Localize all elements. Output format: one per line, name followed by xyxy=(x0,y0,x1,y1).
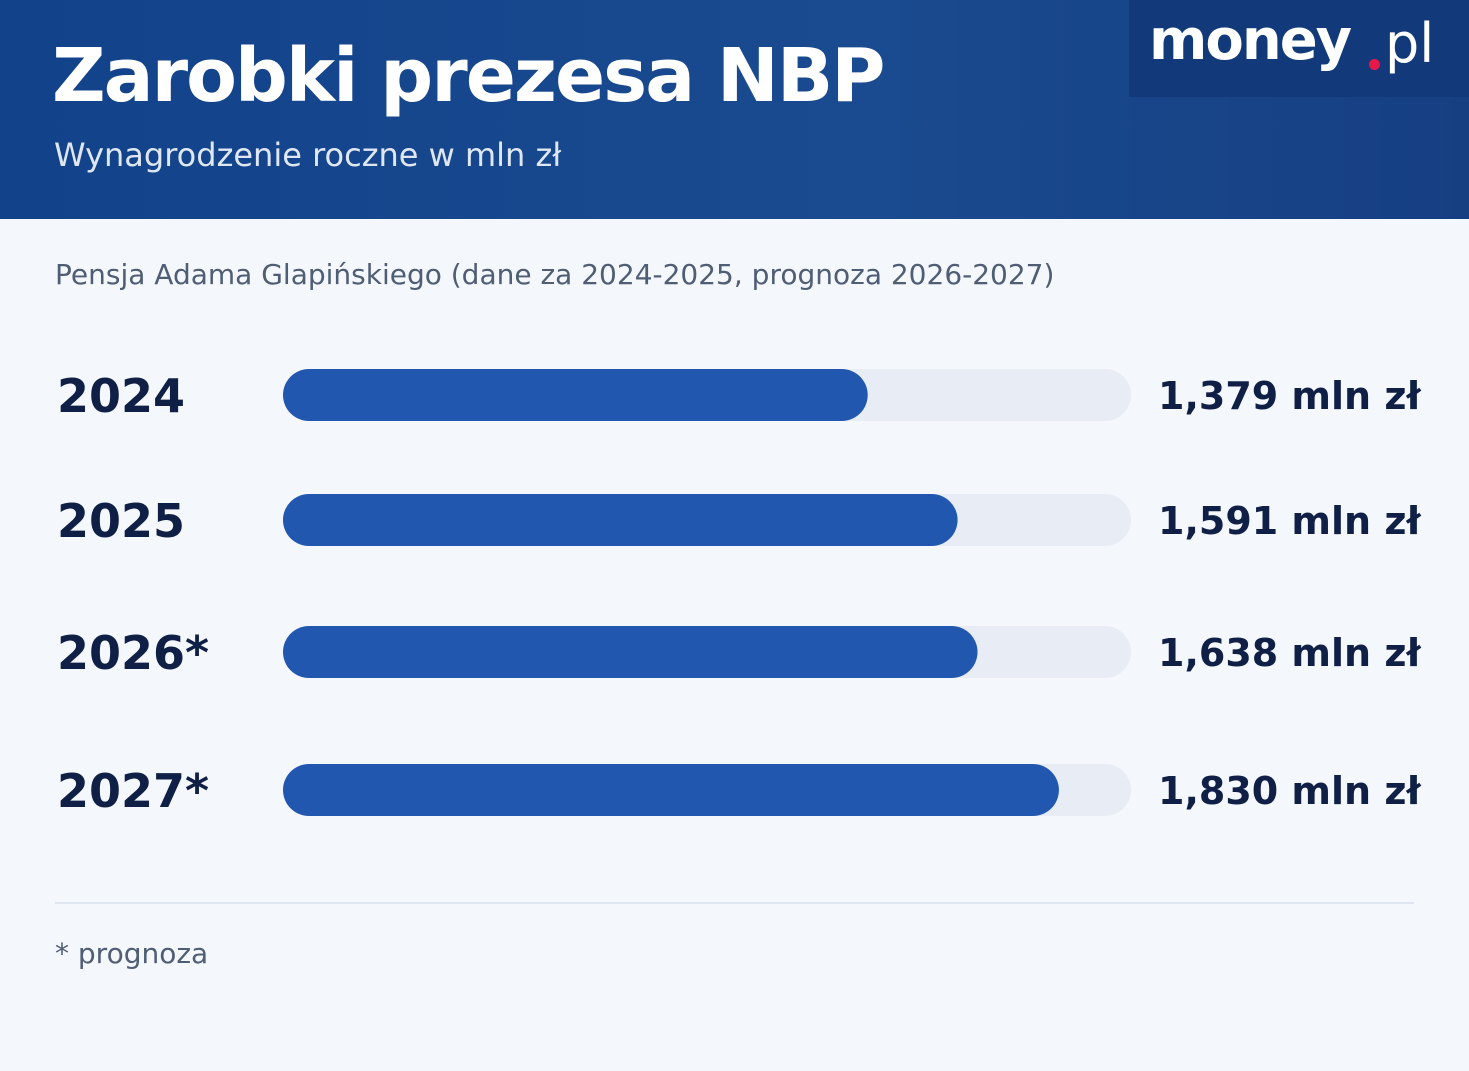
value-label-2025: 1,591 mln zł xyxy=(1158,499,1421,543)
category-label-2025: 2025 xyxy=(57,494,185,548)
footnote: * prognoza xyxy=(55,937,209,970)
header-banner: Zarobki prezesa NBP Wynagrodzenie roczne… xyxy=(0,0,1469,219)
page-subtitle: Wynagrodzenie roczne w mln zł xyxy=(54,136,562,174)
money-pl-logo: money pl xyxy=(1129,0,1469,97)
category-label-2026: 2026* xyxy=(57,626,209,680)
page-title: Zarobki prezesa NBP xyxy=(52,33,885,119)
chart-subtitle: Pensja Adama Glapińskiego (dane za 2024-… xyxy=(55,258,1055,291)
value-label-2024: 1,379 mln zł xyxy=(1158,374,1421,418)
bar-2025 xyxy=(283,494,958,546)
bar-2027 xyxy=(283,764,1059,816)
logo-tld: pl xyxy=(1385,12,1435,75)
bar-2026 xyxy=(283,626,978,678)
divider xyxy=(55,902,1414,904)
logo-dot xyxy=(1369,59,1380,70)
bar-2024 xyxy=(283,369,868,421)
category-label-2027: 2027* xyxy=(57,764,209,818)
value-label-2026: 1,638 mln zł xyxy=(1158,631,1421,675)
category-label-2024: 2024 xyxy=(57,369,185,423)
value-label-2027: 1,830 mln zł xyxy=(1158,769,1421,813)
logo-word: money xyxy=(1149,8,1352,73)
